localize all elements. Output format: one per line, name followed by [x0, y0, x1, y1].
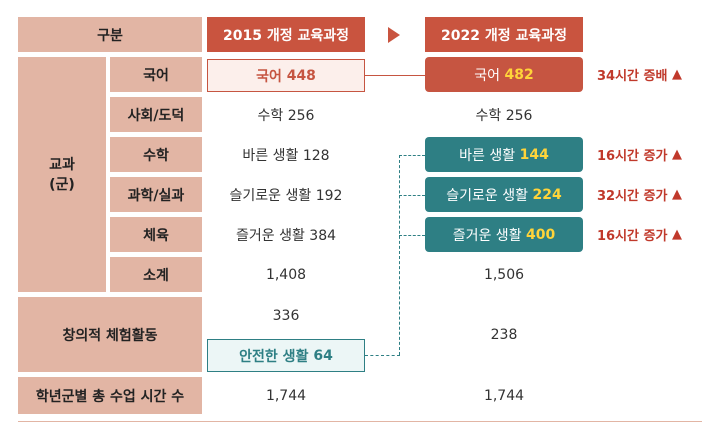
connector-korean: [365, 75, 425, 76]
increase-science: 32시간 증가 ▲: [597, 177, 705, 212]
science-2015: 슬기로운 생활 192: [229, 187, 343, 204]
label-science: 과학/실과: [110, 177, 202, 212]
increase-arrow-icon: ▲: [672, 67, 682, 82]
total-2015: 1,744: [265, 387, 307, 404]
math-2022-value: 144: [519, 146, 549, 163]
increase-arrow-icon: ▲: [672, 147, 682, 162]
math-2015: 바른 생활 128: [242, 147, 330, 164]
triangle-right-icon: [388, 27, 400, 43]
korean-2022-name: 국어: [474, 67, 501, 84]
pe-2022-value: 400: [526, 226, 556, 243]
science-2022-value: 224: [532, 186, 562, 203]
label-korean: 국어: [110, 57, 202, 92]
subtotal-2015: 1,408: [265, 266, 307, 283]
header-2022: 2022 개정 교육과정: [425, 17, 583, 52]
increase-korean-text: 34시간 증배: [597, 69, 668, 84]
label-social-moral: 사회/도덕: [110, 97, 202, 132]
safe-life-2015-value: 64: [313, 347, 333, 364]
subtotal-2022: 1,506: [483, 266, 525, 283]
creative-2022: 238: [490, 326, 518, 343]
korean-2022-value: 482: [504, 66, 534, 83]
korean-2015-value: 448: [286, 67, 316, 84]
pe-2015: 즐거운 생활 384: [235, 227, 337, 244]
increase-pe-text: 16시간 증가: [597, 229, 668, 244]
label-pe: 체육: [110, 217, 202, 252]
label-creative-activities: 창의적 체험활동: [18, 297, 202, 372]
label-subtotal: 소계: [110, 257, 202, 292]
social-2022: 수학 256: [475, 107, 533, 124]
header-2015: 2015 개정 교육과정: [207, 17, 365, 52]
connector-science: [399, 195, 425, 196]
math-2022-box: 바른 생활 144: [425, 137, 583, 172]
safe-life-2015-name: 안전한 생활: [239, 348, 309, 365]
increase-pe: 16시간 증가 ▲: [597, 217, 705, 252]
connector-pe: [399, 235, 425, 236]
total-2022: 1,744: [483, 387, 525, 404]
connector-safe-life-h: [365, 355, 400, 356]
increase-arrow-icon: ▲: [672, 227, 682, 242]
connector-safe-life-v: [399, 155, 400, 355]
increase-math: 16시간 증가 ▲: [597, 137, 705, 172]
label-total-hours: 학년군별 총 수업 시간 수: [18, 377, 202, 414]
creative-2015: 336: [272, 308, 300, 324]
increase-science-text: 32시간 증가: [597, 189, 668, 204]
science-2022-name: 슬기로운 생활: [446, 187, 529, 204]
increase-korean: 34시간 증배 ▲: [597, 57, 705, 92]
science-2022-box: 슬기로운 생활 224: [425, 177, 583, 212]
increase-arrow-icon: ▲: [672, 187, 682, 202]
pe-2022-name: 즐거운 생활: [452, 227, 522, 244]
label-math: 수학: [110, 137, 202, 172]
korean-2022-box: 국어 482: [425, 57, 583, 92]
header-category: 구분: [18, 17, 202, 52]
korean-2015-box: 국어 448: [207, 59, 365, 92]
korean-2015-name: 국어: [256, 68, 282, 85]
bottom-divider: [18, 421, 702, 422]
connector-math: [399, 155, 425, 156]
safe-life-2015-box: 안전한 생활 64: [207, 339, 365, 372]
math-2022-name: 바른 생활: [459, 147, 516, 164]
label-subject-group: 교과 (군): [18, 57, 106, 292]
pe-2022-box: 즐거운 생활 400: [425, 217, 583, 252]
social-2015: 수학 256: [257, 107, 315, 124]
increase-math-text: 16시간 증가: [597, 149, 668, 164]
